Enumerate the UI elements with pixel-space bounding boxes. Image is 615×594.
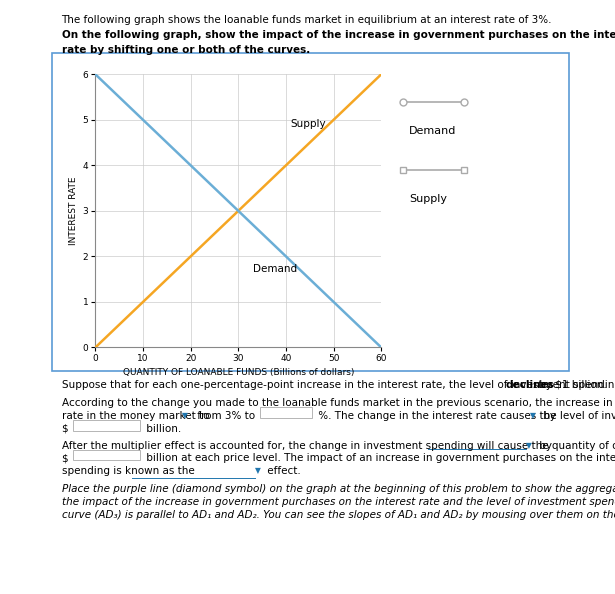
- Text: On the following graph, show the impact of the increase in government purchases : On the following graph, show the impact …: [62, 30, 615, 40]
- Text: by $1 billion.: by $1 billion.: [536, 380, 607, 390]
- Text: The following graph shows the loanable funds market in equilibrium at an interes: The following graph shows the loanable f…: [62, 15, 552, 25]
- Text: According to the change you made to the loanable funds market in the previous sc: According to the change you made to the …: [62, 398, 615, 408]
- Text: billion.: billion.: [143, 424, 181, 434]
- Text: %. The change in the interest rate causes the level of investment spending to: %. The change in the interest rate cause…: [315, 411, 615, 421]
- Text: effect.: effect.: [264, 466, 301, 476]
- Text: After the multiplier effect is accounted for, the change in investment spending : After the multiplier effect is accounted…: [62, 441, 615, 451]
- Text: ▼: ▼: [182, 411, 188, 420]
- Text: by: by: [536, 441, 552, 451]
- Text: ▼: ▼: [255, 466, 261, 475]
- Text: Demand: Demand: [253, 264, 296, 274]
- Text: Demand: Demand: [409, 127, 456, 137]
- Text: spending is known as the: spending is known as the: [62, 466, 194, 476]
- Text: declines: declines: [506, 380, 554, 390]
- Text: by: by: [540, 411, 556, 421]
- Text: Place the purple line (diamond symbol) on the graph at the beginning of this pro: Place the purple line (diamond symbol) o…: [62, 484, 615, 494]
- Text: ▼: ▼: [526, 441, 533, 450]
- Text: ▼: ▼: [530, 411, 536, 420]
- Text: rate by shifting one or both of the curves.: rate by shifting one or both of the curv…: [62, 45, 310, 55]
- Text: $: $: [62, 424, 68, 434]
- Text: billion at each price level. The impact of an increase in government purchases o: billion at each price level. The impact …: [143, 453, 615, 463]
- Text: $: $: [62, 453, 68, 463]
- Text: from 3% to: from 3% to: [194, 411, 255, 421]
- Text: curve (AD₃) is parallel to AD₁ and AD₂. You can see the slopes of AD₁ and AD₂ by: curve (AD₃) is parallel to AD₁ and AD₂. …: [62, 510, 615, 520]
- Text: rate in the money market to: rate in the money market to: [62, 411, 212, 421]
- X-axis label: QUANTITY OF LOANABLE FUNDS (Billions of dollars): QUANTITY OF LOANABLE FUNDS (Billions of …: [122, 368, 354, 377]
- Text: Supply: Supply: [409, 194, 447, 204]
- Text: the impact of the increase in government purchases on the interest rate and the : the impact of the increase in government…: [62, 497, 615, 507]
- Text: Supply: Supply: [291, 119, 327, 129]
- Text: Suppose that for each one-percentage-point increase in the interest rate, the le: Suppose that for each one-percentage-poi…: [62, 380, 615, 390]
- Y-axis label: INTEREST RATE: INTEREST RATE: [69, 176, 79, 245]
